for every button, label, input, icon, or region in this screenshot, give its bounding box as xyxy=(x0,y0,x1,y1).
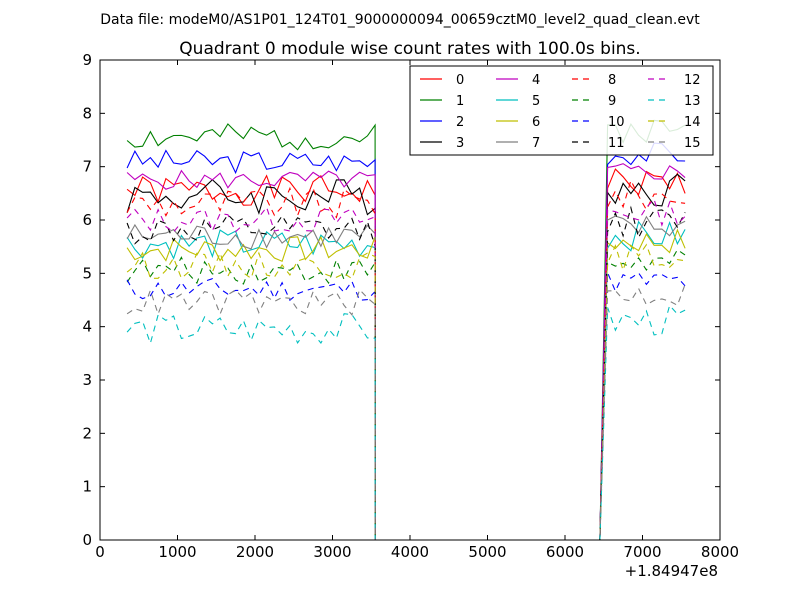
y-tick-label: 6 xyxy=(82,211,92,229)
series-line-11 xyxy=(126,205,686,541)
series-line-10 xyxy=(126,272,686,541)
legend-frame xyxy=(409,65,714,156)
legend-label-11: 11 xyxy=(608,136,625,151)
x-tick-label: 3000 xyxy=(313,543,351,561)
x-tick-label: 1000 xyxy=(158,543,196,561)
y-tick-label: 8 xyxy=(82,104,92,122)
x-tick-label: 6000 xyxy=(546,543,584,561)
legend-label-13: 13 xyxy=(684,94,701,109)
legend-label-2: 2 xyxy=(456,115,464,130)
legend-label-0: 0 xyxy=(456,73,464,88)
legend-label-7: 7 xyxy=(532,136,540,151)
y-tick-label: 9 xyxy=(82,51,92,69)
legend-label-3: 3 xyxy=(456,136,464,151)
y-tick-label: 3 xyxy=(82,371,92,389)
series-line-9 xyxy=(126,248,686,541)
series-line-3 xyxy=(126,173,686,541)
x-tick-label: 7000 xyxy=(623,543,661,561)
chart-title: Quadrant 0 module wise count rates with … xyxy=(179,39,640,59)
chart-suptitle: Data file: modeM0/AS1P01_124T01_90000000… xyxy=(100,12,700,28)
legend-label-12: 12 xyxy=(684,73,701,88)
series-line-4 xyxy=(126,163,686,541)
series-line-15 xyxy=(126,284,686,541)
legend-label-5: 5 xyxy=(532,94,540,109)
plot-area xyxy=(126,119,686,541)
x-tick-label: 2000 xyxy=(236,543,274,561)
series-line-6 xyxy=(126,228,686,541)
x-tick-label: 5000 xyxy=(468,543,506,561)
y-tick-label: 0 xyxy=(82,531,92,549)
y-tick-label: 2 xyxy=(82,424,92,442)
series-line-14 xyxy=(126,243,686,541)
series-line-13 xyxy=(126,304,686,541)
legend-label-4: 4 xyxy=(532,73,540,88)
series-line-7 xyxy=(126,215,686,541)
legend-label-14: 14 xyxy=(684,115,701,130)
x-tick-label: 8000 xyxy=(701,543,739,561)
series-line-5 xyxy=(126,220,686,541)
legend-label-15: 15 xyxy=(684,136,701,151)
x-offset-label: +1.84947e8 xyxy=(625,562,718,580)
series-line-0 xyxy=(126,168,686,541)
series-line-12 xyxy=(126,198,686,541)
y-tick-label: 5 xyxy=(82,264,92,282)
y-tick-label: 4 xyxy=(82,318,92,336)
y-tick-label: 1 xyxy=(82,478,92,496)
legend-label-10: 10 xyxy=(608,115,625,130)
x-tick-label: 0 xyxy=(95,543,105,561)
axis-ticks: 0 1000 2000 3000 4000 5000 6000 7000 80000123456… xyxy=(82,51,739,561)
legend-label-8: 8 xyxy=(608,73,616,88)
legend-label-1: 1 xyxy=(456,94,464,109)
series-line-8 xyxy=(126,179,686,541)
y-tick-label: 7 xyxy=(82,158,92,176)
x-tick-label: 4000 xyxy=(391,543,429,561)
legend-label-6: 6 xyxy=(532,115,540,130)
legend-label-9: 9 xyxy=(608,94,616,109)
series-line-2 xyxy=(126,142,686,541)
